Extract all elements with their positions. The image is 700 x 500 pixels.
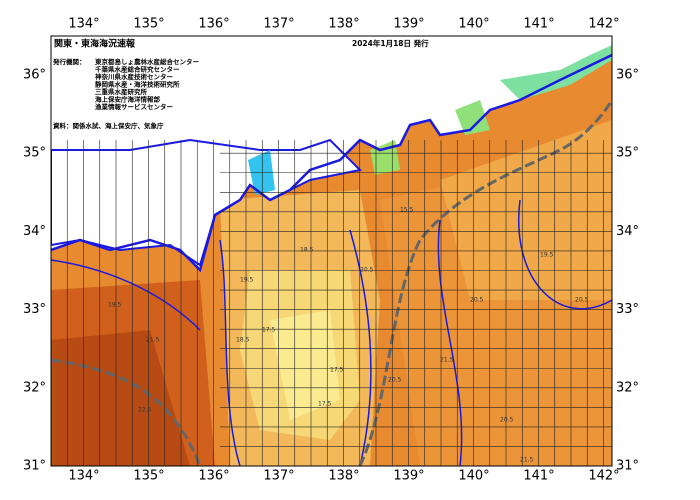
lon-label: 140° — [458, 17, 489, 32]
lon-label: 135° — [133, 17, 164, 32]
lat-label: 32° — [23, 380, 46, 395]
date: 2024年1月18日 発行 — [352, 38, 429, 48]
contour-label: 15.5 — [400, 207, 414, 214]
contour-label: 17.5 — [330, 367, 344, 374]
title: 関東・東海海況速報 — [54, 38, 136, 50]
lon-label: 140° — [458, 469, 489, 484]
lon-label: 136° — [198, 469, 229, 484]
issuer: 東京都島しょ農林水産総合センター — [95, 57, 199, 66]
contour-label: 17.5 — [318, 401, 332, 408]
issuer: 静岡県水産・海洋技術研究所 — [95, 80, 180, 89]
lon-label: 138° — [328, 17, 359, 32]
issuer-label: 発行機関： — [52, 57, 86, 66]
lat-label: 33° — [23, 302, 46, 317]
lat-label: 34° — [616, 224, 639, 239]
lon-label: 137° — [263, 469, 294, 484]
lon-label: 139° — [393, 469, 424, 484]
lat-label: 31° — [23, 459, 46, 474]
issuer: 海上保安庁海洋情報部 — [95, 95, 161, 104]
contour-label: 21.5 — [440, 357, 454, 364]
contour-label: 20.5 — [360, 267, 374, 274]
contour-label: 19.5 — [108, 302, 122, 309]
lon-label: 141° — [523, 17, 554, 32]
lat-label: 36° — [616, 68, 639, 83]
lat-label: 36° — [23, 68, 46, 83]
lat-label: 35° — [23, 146, 46, 161]
lon-label: 141° — [523, 469, 554, 484]
contour-label: 20.5 — [500, 417, 514, 424]
issuer: 三重県水産研究所 — [95, 87, 148, 96]
issuer: 神奈川県水産技術センター — [95, 72, 173, 81]
contour-label: 19.5 — [240, 277, 254, 284]
source: 資料：関係水試、海上保安庁、気象庁 — [53, 121, 164, 130]
lon-label: 135° — [133, 469, 164, 484]
lon-label: 134° — [68, 469, 99, 484]
contour-label: 22.5 — [138, 407, 152, 414]
sea-temperature — [51, 36, 612, 466]
contour-label: 18.5 — [300, 247, 314, 254]
lat-label: 35° — [616, 146, 639, 161]
map-frame — [50, 35, 613, 467]
lon-label: 139° — [393, 17, 424, 32]
lon-label: 142° — [588, 469, 619, 484]
lat-label: 31° — [616, 459, 639, 474]
contour-label: 20.5 — [575, 297, 589, 304]
lat-label: 34° — [23, 224, 46, 239]
issuer: 千葉県水産総合研究センター — [95, 65, 180, 74]
contour-label: 17.5 — [262, 327, 276, 334]
contour-label: 19.5 — [540, 252, 554, 259]
contour-label: 20.5 — [470, 297, 484, 304]
lon-label: 134° — [68, 17, 99, 32]
lat-label: 32° — [616, 380, 639, 395]
contour-label: 18.5 — [236, 337, 250, 344]
lon-label: 137° — [263, 17, 294, 32]
contour-label: 21.5 — [146, 337, 160, 344]
contour-label: 20.5 — [388, 377, 402, 384]
lon-label: 138° — [328, 469, 359, 484]
issuer: 漁業情報サービスセンター — [95, 102, 173, 111]
lon-label: 136° — [198, 17, 229, 32]
lon-label: 142° — [588, 17, 619, 32]
lat-label: 33° — [616, 302, 639, 317]
contour-label: 21.5 — [520, 457, 534, 464]
